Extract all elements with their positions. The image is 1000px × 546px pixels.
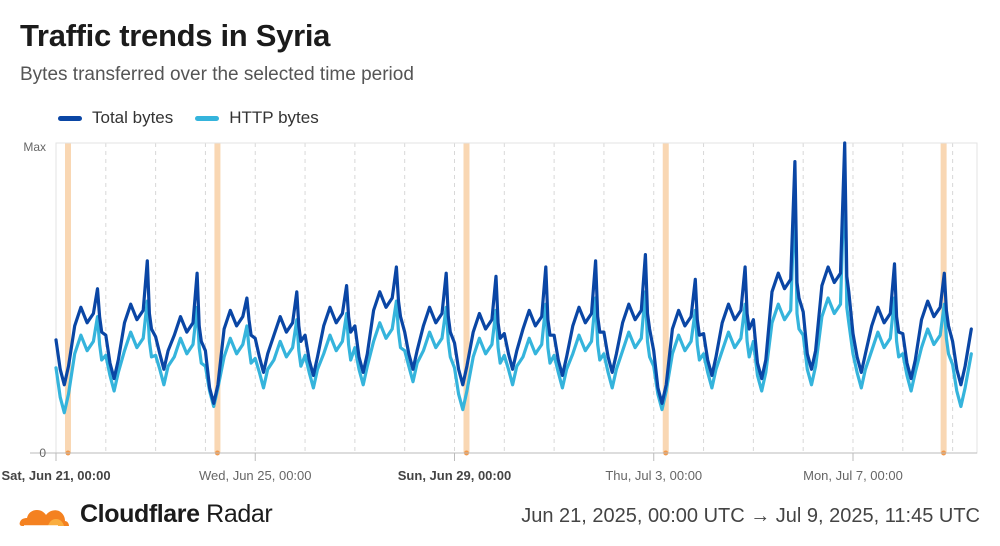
- cloud-icon: [19, 509, 69, 527]
- event-layer: [65, 143, 947, 456]
- page-subtitle: Bytes transferred over the selected time…: [20, 64, 414, 85]
- legend-label-http: HTTP bytes: [229, 108, 319, 127]
- x-tick-label: Sun, Jun 29, 00:00: [398, 468, 511, 483]
- brand-name: Cloudflare Radar: [80, 500, 273, 529]
- y-tick-label-zero: 0: [39, 446, 46, 460]
- axis-layer: [30, 142, 978, 461]
- x-tick-label: Wed, Jun 25, 00:00: [199, 468, 312, 483]
- brand-name-bold: Cloudflare: [80, 500, 200, 528]
- brand-name-regular: Radar: [199, 500, 273, 528]
- x-tick-label: Thu, Jul 3, 00:00: [605, 468, 702, 483]
- chart-legend: Total bytes HTTP bytes: [58, 108, 319, 128]
- time-range: Jun 21, 2025, 00:00 UTC → Jul 9, 2025, 1…: [521, 505, 980, 527]
- x-tick-label: Sat, Jun 21, 00:00: [1, 468, 110, 483]
- grid-layer: [105, 143, 954, 453]
- x-tick-label: Mon, Jul 7, 00:00: [803, 468, 903, 483]
- event-band: [940, 143, 947, 453]
- label-layer: Max 0 Sat, Jun 21, 00:00 Wed, Jun 25, 00:00…: [1, 140, 902, 483]
- event-band: [662, 143, 669, 453]
- traffic-chart: Max 0 Sat, Jun 21, 00:00 Wed, Jun 25, 00:00…: [1, 140, 978, 483]
- legend-item-http[interactable]: HTTP bytes: [195, 108, 319, 128]
- page-title: Traffic trends in Syria: [20, 18, 331, 53]
- series-line-total-bytes: [54, 141, 973, 405]
- cloudflare-logo[interactable]: Cloudflare Radar: [18, 500, 273, 529]
- event-band: [214, 143, 221, 453]
- y-tick-label-max: Max: [23, 140, 46, 154]
- event-band: [65, 143, 71, 453]
- legend-swatch-http: [195, 115, 220, 121]
- event-band: [463, 143, 470, 453]
- legend-swatch-total: [58, 115, 82, 121]
- series-line-http-bytes: [54, 166, 973, 415]
- series-layer: [54, 141, 973, 415]
- legend-label-total: Total bytes: [92, 108, 174, 127]
- legend-item-total[interactable]: Total bytes: [58, 108, 173, 128]
